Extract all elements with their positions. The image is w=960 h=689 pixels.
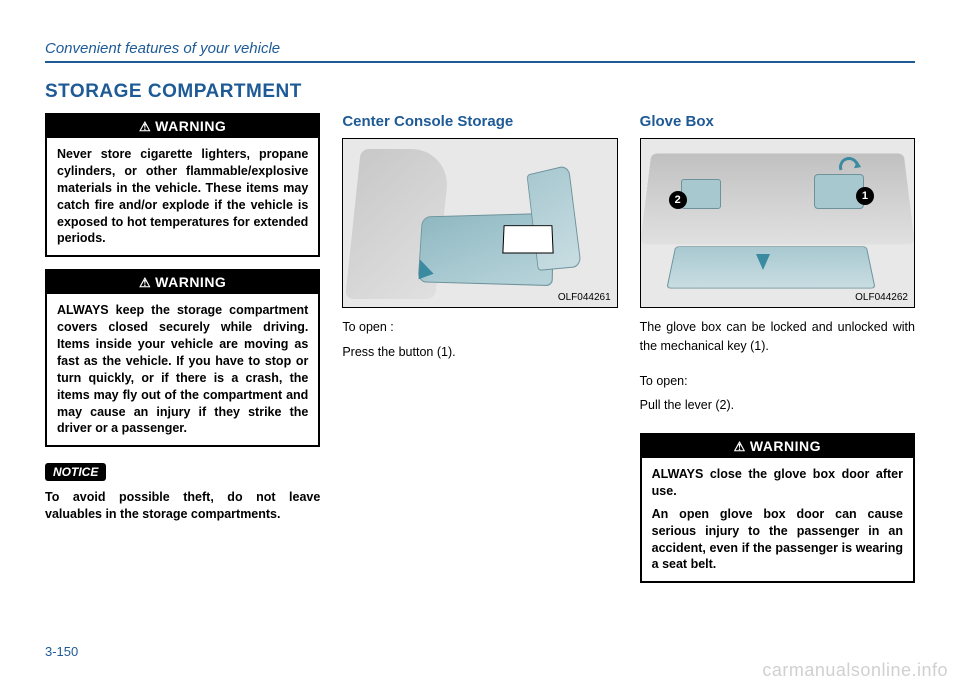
body-text: Press the button (1). — [342, 343, 617, 362]
warning-box-1: WARNING Never store cigarette lighters, … — [45, 113, 320, 257]
glovebox-door-shape — [666, 246, 875, 288]
lock-shape — [681, 179, 721, 209]
figure-console: OLF044261 — [342, 138, 617, 308]
badge-2: 2 — [669, 191, 687, 209]
warning-body: ALWAYS close the glove box door after us… — [642, 458, 913, 581]
warning-box-3: WARNING ALWAYS close the glove box door … — [640, 433, 915, 583]
notice-text: To avoid possible theft, do not leave va… — [45, 489, 320, 523]
callout-box — [503, 225, 554, 253]
console-lid-shape — [527, 165, 582, 271]
figure-id: OLF044262 — [855, 292, 908, 303]
page-number: 3-150 — [45, 644, 78, 659]
column-1: WARNING Never store cigarette lighters, … — [45, 113, 320, 595]
subheading-console: Center Console Storage — [342, 113, 617, 130]
arrow-down-icon — [756, 254, 770, 270]
warning-box-2: WARNING ALWAYS keep the storage compartm… — [45, 269, 320, 447]
body-text: The glove box can be locked and unlocked… — [640, 318, 915, 356]
figure-glovebox: 1 2 OLF044262 — [640, 138, 915, 308]
warning-header: WARNING — [47, 271, 318, 294]
body-text: Pull the lever (2). — [640, 396, 915, 415]
column-2: Center Console Storage OLF044261 To open… — [342, 113, 617, 595]
watermark: carmanualsonline.info — [762, 660, 948, 681]
warning-paragraph: An open glove box door can cause serious… — [652, 506, 903, 574]
notice-label: NOTICE — [45, 463, 106, 481]
warning-body: Never store cigarette lighters, propane … — [47, 138, 318, 255]
warning-body: ALWAYS keep the storage compartment cove… — [47, 294, 318, 445]
badge-1: 1 — [856, 187, 874, 205]
warning-paragraph: ALWAYS close the glove box door after us… — [652, 466, 903, 500]
subheading-glovebox: Glove Box — [640, 113, 915, 130]
warning-header: WARNING — [642, 435, 913, 458]
figure-id: OLF044261 — [558, 292, 611, 303]
chapter-header: Convenient features of your vehicle — [45, 40, 915, 63]
section-title: STORAGE COMPARTMENT — [45, 81, 915, 103]
body-text: To open: — [640, 372, 915, 391]
column-3: Glove Box 1 2 OLF044262 The glove box ca… — [640, 113, 915, 595]
warning-header: WARNING — [47, 115, 318, 138]
body-text: To open : — [342, 318, 617, 337]
